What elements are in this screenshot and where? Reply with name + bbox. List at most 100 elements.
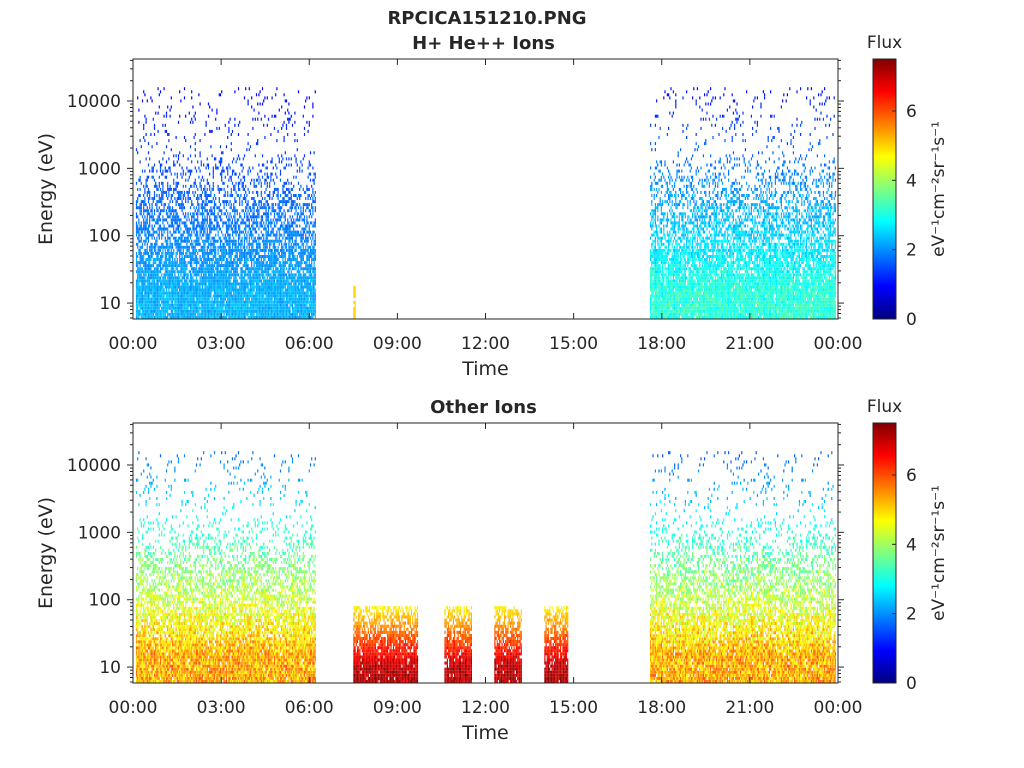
heatmap-cell	[172, 243, 173, 246]
heatmap-cell	[165, 313, 166, 316]
heatmap-cell	[177, 310, 178, 313]
heatmap-cell	[138, 298, 139, 301]
heatmap-cell	[195, 286, 196, 289]
heatmap-cell	[171, 304, 172, 307]
heatmap-cell	[171, 255, 172, 258]
heatmap-cell	[196, 231, 197, 234]
heatmap-cell	[168, 298, 169, 301]
heatmap-cell	[188, 212, 189, 215]
heatmap-cell	[165, 264, 166, 267]
panel-title: H+ He++ Ions	[412, 33, 555, 54]
heatmap-cell	[174, 215, 175, 218]
heatmap-cell	[185, 310, 186, 313]
heatmap-cell	[158, 258, 159, 261]
heatmap-cell	[159, 197, 160, 200]
heatmap-cell	[153, 218, 154, 221]
heatmap-cell	[140, 176, 141, 179]
heatmap-cell	[180, 295, 181, 298]
heatmap-cell	[142, 292, 143, 295]
heatmap-cell	[177, 212, 178, 215]
heatmap-cell	[195, 304, 196, 307]
heatmap-cell	[166, 252, 167, 255]
heatmap-cell	[183, 286, 184, 289]
heatmap-cell	[153, 200, 154, 203]
heatmap-cell	[196, 304, 197, 307]
heatmap-cell	[149, 295, 150, 298]
heatmap-cell	[167, 246, 168, 249]
heatmap-cell	[148, 191, 149, 194]
heatmap-cell	[192, 243, 193, 246]
heatmap-cell	[196, 301, 197, 304]
heatmap-cell	[184, 255, 185, 258]
heatmap-cell	[140, 240, 141, 243]
heatmap-cell	[137, 197, 138, 200]
heatmap-cell	[174, 282, 175, 285]
heatmap-cell	[191, 243, 192, 246]
heatmap-cell	[137, 298, 138, 301]
heatmap-cell	[149, 298, 150, 301]
heatmap-cell	[152, 282, 153, 285]
heatmap-cell	[155, 185, 156, 188]
heatmap-cell	[195, 182, 196, 185]
heatmap-cell	[150, 133, 151, 136]
heatmap-cell	[160, 298, 161, 301]
heatmap-cell	[194, 249, 195, 252]
heatmap-cell	[141, 145, 142, 148]
heatmap-cell	[162, 304, 163, 307]
heatmap-cell	[158, 310, 159, 313]
heatmap-cell	[147, 307, 148, 310]
heatmap-cell	[153, 258, 154, 261]
heatmap-cell	[171, 249, 172, 252]
heatmap-cell	[162, 276, 163, 279]
heatmap-cell	[147, 258, 148, 261]
heatmap-cell	[166, 264, 167, 267]
heatmap-cell	[166, 304, 167, 307]
heatmap-cell	[171, 289, 172, 292]
heatmap-cell	[164, 273, 165, 276]
heatmap-cell	[159, 252, 160, 255]
heatmap-cell	[137, 307, 138, 310]
heatmap-cell	[143, 136, 144, 139]
heatmap-cell	[149, 279, 150, 282]
heatmap-cell	[170, 109, 171, 112]
heatmap-cell	[164, 289, 165, 292]
heatmap-cell	[184, 96, 185, 99]
heatmap-cell	[194, 212, 195, 215]
heatmap-cell	[174, 295, 175, 298]
heatmap-cell	[194, 279, 195, 282]
heatmap-cell	[138, 273, 139, 276]
heatmap-cell	[185, 270, 186, 273]
heatmap-cell	[168, 167, 169, 170]
heatmap-cell	[184, 264, 185, 267]
heatmap-cell	[144, 298, 145, 301]
heatmap-cell	[153, 252, 154, 255]
heatmap-cell	[141, 301, 142, 304]
heatmap-cell	[149, 234, 150, 237]
heatmap-cell	[191, 292, 192, 295]
heatmap-cell	[166, 243, 167, 246]
heatmap-cell	[183, 310, 184, 313]
heatmap-cell	[165, 292, 166, 295]
heatmap-cell	[189, 304, 190, 307]
heatmap-cell	[136, 304, 137, 307]
heatmap-cell	[137, 304, 138, 307]
heatmap-cell	[164, 87, 165, 90]
heatmap-cell	[190, 170, 191, 173]
heatmap-cell	[154, 261, 155, 264]
heatmap-cell	[191, 313, 192, 316]
heatmap-cell	[167, 106, 168, 109]
heatmap-cell	[143, 304, 144, 307]
heatmap-cell	[198, 304, 199, 307]
heatmap-cell	[173, 249, 174, 252]
heatmap-cell	[173, 261, 174, 264]
heatmap-cell	[185, 221, 186, 224]
heatmap-cell	[195, 255, 196, 258]
heatmap-cell	[155, 258, 156, 261]
heatmap-cell	[183, 307, 184, 310]
heatmap-cell	[162, 286, 163, 289]
heatmap-cell	[143, 270, 144, 273]
heatmap-cell	[159, 261, 160, 264]
heatmap-cell	[176, 267, 177, 270]
heatmap-cell	[172, 282, 173, 285]
